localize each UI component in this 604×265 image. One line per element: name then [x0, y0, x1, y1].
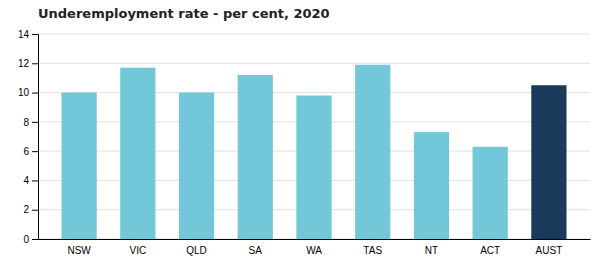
bar [120, 68, 155, 239]
x-tick-label: NSW [67, 245, 91, 256]
x-tick-label: TAS [363, 245, 382, 256]
grid [38, 34, 590, 239]
y-tick-mark [32, 180, 38, 181]
x-tick: WA [306, 245, 322, 256]
y-tick: 4 [23, 175, 38, 186]
y-axis: 0 2 4 6 8 10 12 14 [18, 29, 39, 245]
bar [473, 147, 508, 239]
chart-container: 0 2 4 6 8 10 12 14 NSW VIC QLD SA WA TAS NT ACT AUST Unde… [0, 0, 604, 265]
chart-svg: 0 2 4 6 8 10 12 14 NSW VIC QLD SA WA TAS NT ACT AUST Unde… [0, 0, 604, 265]
y-tick-mark [32, 63, 38, 64]
y-tick: 10 [18, 87, 38, 98]
x-tick-label: QLD [186, 245, 207, 256]
bars [61, 65, 566, 239]
bar [414, 132, 449, 239]
x-tick-label: ACT [480, 245, 500, 256]
bar [179, 93, 214, 239]
bar [355, 65, 390, 239]
x-axis-line [39, 239, 591, 240]
x-tick: SA [249, 245, 263, 256]
y-tick: 12 [18, 58, 38, 69]
y-tick-mark [32, 151, 38, 152]
x-tick-label: WA [306, 245, 322, 256]
x-tick: VIC [129, 245, 146, 256]
y-tick: 8 [23, 117, 38, 128]
y-tick-label: 8 [23, 117, 29, 128]
y-tick-label: 10 [18, 87, 30, 98]
y-tick-mark [32, 210, 38, 211]
y-tick-mark [32, 122, 38, 123]
x-tick: ACT [480, 245, 500, 256]
x-axis: NSW VIC QLD SA WA TAS NT ACT AUST [39, 240, 591, 257]
y-tick: 2 [23, 204, 38, 215]
y-tick: 0 [23, 234, 38, 245]
y-tick-mark [32, 239, 38, 240]
y-tick-label: 4 [23, 175, 29, 186]
y-tick-label: 2 [23, 204, 29, 215]
plot: 0 2 4 6 8 10 12 14 NSW VIC QLD SA WA TAS NT ACT AUST [18, 29, 591, 256]
y-tick-label: 6 [23, 146, 29, 157]
x-tick: QLD [186, 245, 207, 256]
bar [296, 96, 331, 240]
y-tick-label: 12 [18, 58, 30, 69]
x-tick: NT [425, 245, 438, 256]
bar [531, 85, 566, 239]
x-tick: AUST [536, 245, 563, 256]
y-tick-label: 14 [18, 29, 30, 40]
grid-line [38, 63, 590, 64]
x-tick-label: SA [249, 245, 263, 256]
y-tick-mark [32, 93, 38, 94]
bar [238, 75, 273, 239]
y-axis-line [32, 35, 39, 240]
x-tick: NSW [67, 245, 91, 256]
y-tick-mark [32, 34, 38, 35]
title: Underemployment rate - per cent, 2020 [38, 6, 330, 21]
bar [61, 93, 96, 239]
x-tick-label: VIC [129, 245, 146, 256]
y-tick-label: 0 [23, 234, 29, 245]
y-tick: 14 [18, 29, 38, 40]
grid-line [38, 34, 590, 35]
y-tick: 6 [23, 146, 38, 157]
x-tick: TAS [363, 245, 382, 256]
x-tick-label: AUST [536, 245, 563, 256]
x-tick-label: NT [425, 245, 438, 256]
